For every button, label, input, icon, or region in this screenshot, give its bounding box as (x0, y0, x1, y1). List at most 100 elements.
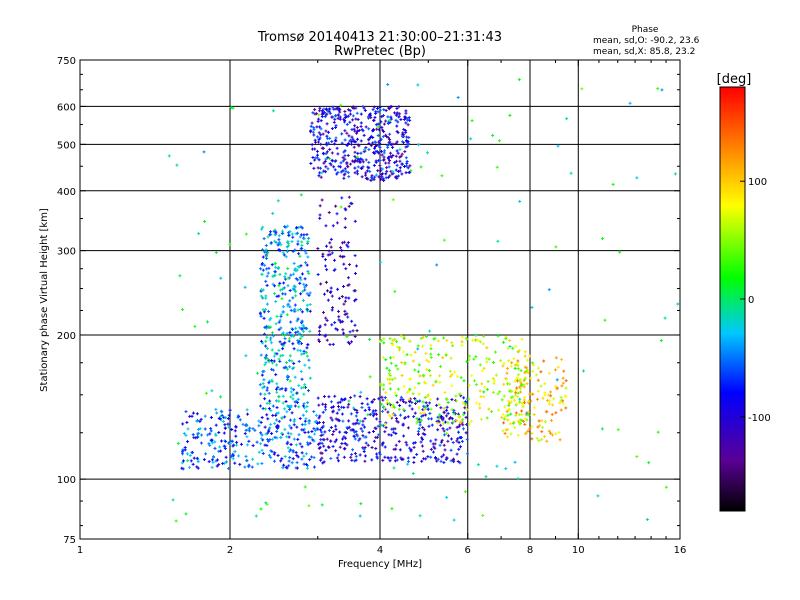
data-point (298, 235, 302, 239)
data-point (265, 386, 269, 390)
data-point (277, 284, 281, 288)
data-point (270, 348, 274, 352)
data-point (319, 133, 323, 137)
data-point (340, 248, 344, 252)
data-point (188, 453, 192, 457)
data-point (271, 413, 275, 417)
data-point (398, 166, 402, 170)
data-point (395, 106, 399, 110)
data-point (291, 367, 295, 371)
data-point (238, 462, 242, 466)
data-point (319, 175, 323, 179)
y-tick-label: 750 (57, 56, 76, 67)
data-point (324, 129, 328, 133)
data-point (394, 141, 398, 145)
data-point (244, 428, 248, 432)
data-point (298, 442, 302, 446)
data-point (302, 392, 306, 396)
data-point (335, 221, 339, 225)
data-point (233, 450, 237, 454)
data-point (353, 171, 357, 175)
data-point (263, 392, 267, 396)
data-point (371, 141, 375, 145)
data-point (286, 240, 290, 244)
data-point (360, 167, 364, 171)
data-point (184, 410, 188, 414)
data-point (306, 240, 310, 244)
data-point (231, 457, 235, 461)
data-point (281, 401, 285, 405)
data-point (264, 256, 268, 260)
data-point (259, 353, 263, 357)
data-point (373, 140, 377, 144)
data-point (340, 196, 344, 200)
data-point (353, 159, 357, 163)
colorbar-label: [deg] (717, 72, 752, 87)
data-point (373, 175, 377, 179)
data-point (306, 389, 310, 393)
data-point (313, 420, 317, 424)
data-point (186, 440, 190, 444)
data-point (260, 227, 264, 231)
data-point (313, 108, 317, 112)
data-point (304, 452, 308, 456)
data-point (286, 374, 290, 378)
data-point (395, 140, 399, 144)
data-point (330, 294, 334, 298)
data-point (311, 111, 315, 115)
data-point (391, 142, 395, 146)
data-point (359, 112, 363, 116)
data-point (314, 413, 318, 417)
data-point (344, 296, 348, 300)
data-point (260, 416, 264, 420)
data-point (402, 164, 406, 168)
data-point (274, 413, 278, 417)
data-point (307, 366, 311, 370)
data-point (305, 404, 309, 408)
data-point (245, 408, 249, 412)
data-point (364, 125, 368, 129)
data-point (287, 449, 291, 453)
data-point (367, 127, 371, 131)
data-point (300, 334, 304, 338)
data-point (272, 359, 276, 363)
data-point (324, 157, 328, 161)
data-point (376, 169, 380, 173)
data-point (207, 460, 211, 464)
data-point (269, 341, 273, 345)
data-point (354, 117, 358, 121)
data-point (351, 118, 355, 122)
data-point (393, 111, 397, 115)
data-point (264, 432, 268, 436)
data-point (223, 446, 227, 450)
data-point (294, 451, 298, 455)
data-point (261, 451, 265, 455)
data-point (286, 440, 290, 444)
data-point (293, 290, 297, 294)
data-point (347, 283, 351, 287)
data-point (347, 296, 351, 300)
data-point (289, 320, 293, 324)
data-point (342, 150, 346, 154)
data-point (384, 134, 388, 138)
data-point (227, 441, 231, 445)
data-point (341, 169, 345, 173)
data-point (374, 110, 378, 114)
data-point (297, 332, 301, 336)
data-point (309, 161, 313, 165)
data-point (343, 113, 347, 117)
data-point (404, 156, 408, 160)
data-point (405, 161, 409, 165)
data-point (266, 251, 270, 255)
data-point (408, 170, 412, 174)
data-point (275, 352, 279, 356)
data-point (270, 367, 274, 371)
data-point (258, 383, 262, 387)
data-point (345, 122, 349, 126)
data-point (387, 161, 391, 165)
chart-subtitle: RwPretec (Bp) (334, 44, 426, 59)
data-point (233, 461, 237, 465)
data-point (405, 164, 409, 168)
data-points (167, 78, 680, 523)
data-point (234, 434, 238, 438)
